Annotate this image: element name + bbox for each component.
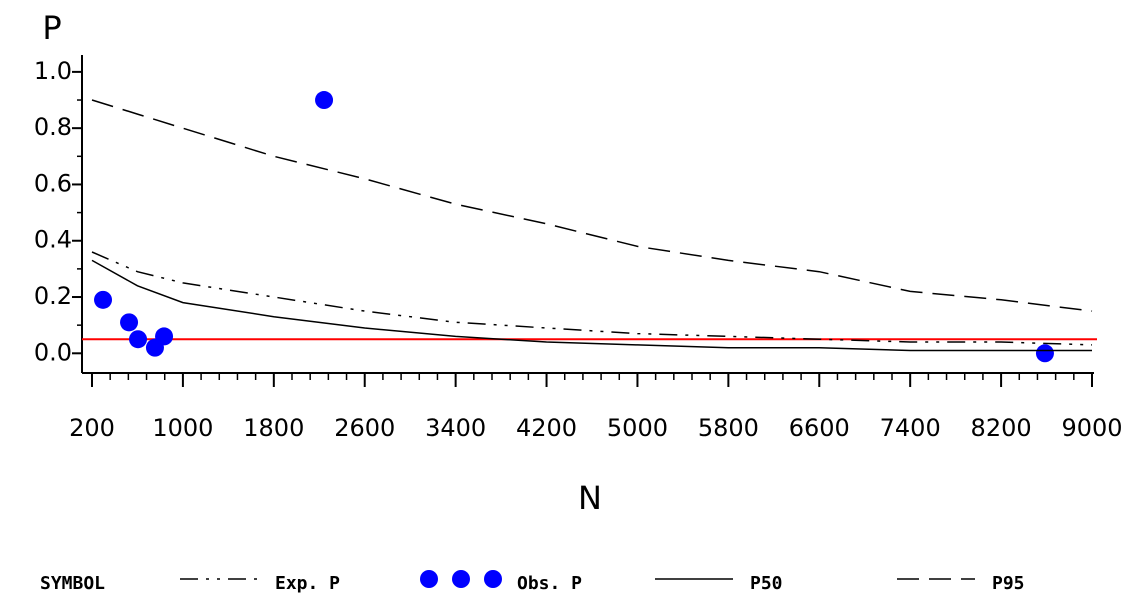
- legend-label: Exp. P: [275, 573, 340, 594]
- x-tick-label: 7400: [880, 414, 941, 442]
- x-tick-label: 1000: [152, 414, 213, 442]
- x-tick-label: 3400: [425, 414, 486, 442]
- y-tick-label: 0.6: [34, 169, 72, 197]
- x-tick-label: 2600: [334, 414, 395, 442]
- legend-title: SYMBOL: [40, 573, 105, 594]
- x-tick-label: 9000: [1061, 414, 1122, 442]
- legend-label: P50: [750, 573, 783, 594]
- x-tick-label: 200: [69, 414, 115, 442]
- series-line: [91, 251, 1093, 346]
- x-tick-label: 5800: [698, 414, 759, 442]
- y-tick-label: 0.8: [34, 113, 72, 141]
- data-point: [315, 91, 334, 110]
- x-tick-label: 8200: [971, 414, 1032, 442]
- y-axis-title: P: [42, 9, 61, 47]
- legend-marker: [452, 570, 470, 588]
- y-tick-label: 1.0: [34, 57, 72, 85]
- x-axis-title: N: [578, 479, 602, 517]
- x-tick-label: 5000: [607, 414, 668, 442]
- y-tick-label: 0.0: [34, 338, 72, 366]
- data-point: [1035, 344, 1054, 363]
- data-point: [129, 330, 148, 349]
- legend-marker: [484, 570, 502, 588]
- x-tick-label: 6600: [789, 414, 850, 442]
- data-point: [94, 290, 113, 309]
- y-tick-label: 0.4: [34, 226, 72, 254]
- legend-marker: [420, 570, 438, 588]
- legend-label: P95: [992, 573, 1025, 594]
- y-tick-label: 0.2: [34, 282, 72, 310]
- x-tick-label: 1800: [243, 414, 304, 442]
- legend-label: Obs. P: [517, 573, 582, 594]
- series-line: [91, 99, 1093, 312]
- series-line: [91, 259, 1092, 352]
- data-point: [155, 327, 174, 346]
- x-tick-label: 4200: [516, 414, 577, 442]
- data-point: [120, 313, 139, 332]
